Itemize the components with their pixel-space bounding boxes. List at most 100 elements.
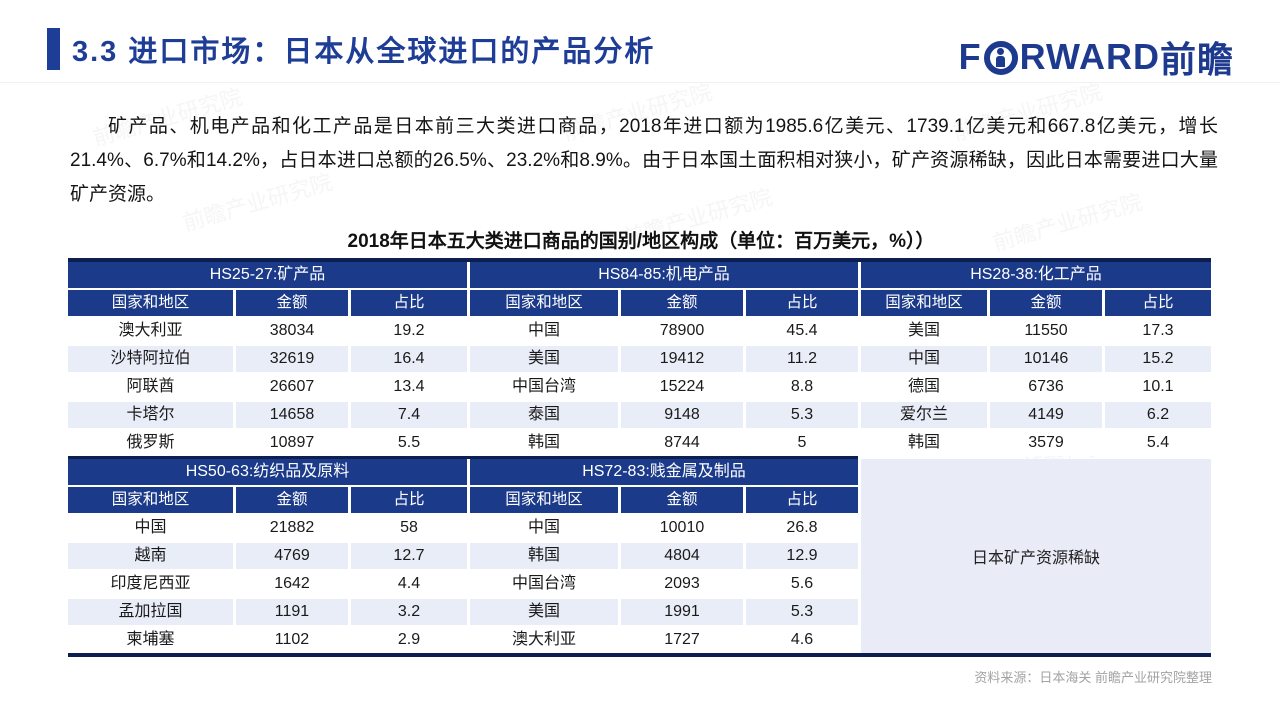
column-header: 金额	[990, 290, 1102, 316]
country-cell: 德国	[861, 374, 987, 400]
title-accent-bar	[47, 28, 60, 70]
group-header: HS28-38:化工产品	[861, 262, 1211, 288]
share-cell: 17.3	[1105, 318, 1211, 344]
logo-o-icon	[983, 41, 1018, 75]
table-title: 2018年日本五大类进口商品的国别/地区构成（单位：百万美元，%））	[347, 231, 935, 252]
group-header: HS84-85:机电产品	[470, 262, 858, 288]
group-header: HS25-27:矿产品	[68, 262, 467, 288]
country-cell: 中国	[470, 318, 618, 344]
country-cell: 越南	[68, 543, 233, 569]
table-top-section: HS25-27:矿产品 HS84-85:机电产品 HS28-38:化工产品 国家…	[68, 262, 1214, 456]
section-divider	[68, 456, 858, 459]
country-cell: 澳大利亚	[470, 627, 618, 653]
amount-cell: 2093	[621, 571, 743, 597]
share-cell: 5	[746, 430, 858, 456]
share-cell: 11.2	[746, 346, 858, 372]
amount-cell: 4769	[236, 543, 348, 569]
share-cell: 26.8	[746, 515, 858, 541]
share-cell: 19.2	[351, 318, 467, 344]
country-cell: 中国	[861, 346, 987, 372]
amount-cell: 1991	[621, 599, 743, 625]
amount-cell: 10010	[621, 515, 743, 541]
header-divider	[0, 82, 1280, 83]
column-header: 国家和地区	[470, 487, 618, 513]
share-cell: 5.6	[746, 571, 858, 597]
share-cell: 5.3	[746, 599, 858, 625]
amount-cell: 6736	[990, 374, 1102, 400]
page-header: 3.3 进口市场：日本从全球进口的产品分析	[47, 28, 655, 70]
column-header: 占比	[351, 290, 467, 316]
column-header: 国家和地区	[68, 290, 233, 316]
amount-cell: 38034	[236, 318, 348, 344]
column-header: 国家和地区	[68, 487, 233, 513]
share-cell: 8.8	[746, 374, 858, 400]
country-cell: 泰国	[470, 402, 618, 428]
share-cell: 7.4	[351, 402, 467, 428]
country-cell: 美国	[470, 599, 618, 625]
intro-paragraph: 矿产品、机电产品和化工产品是日本前三大类进口商品，2018年进口额为1985.6…	[70, 116, 1218, 205]
country-cell: 美国	[470, 346, 618, 372]
country-cell: 韩国	[861, 430, 987, 456]
country-cell: 韩国	[470, 430, 618, 456]
amount-cell: 9148	[621, 402, 743, 428]
table-bottom-border	[68, 653, 1211, 657]
logo-text-f: F	[958, 36, 982, 77]
amount-cell: 3579	[990, 430, 1102, 456]
logo-text-cn: 前瞻	[1159, 39, 1234, 80]
amount-cell: 14658	[236, 402, 348, 428]
country-cell: 澳大利亚	[68, 318, 233, 344]
amount-cell: 78900	[621, 318, 743, 344]
share-cell: 4.6	[746, 627, 858, 653]
share-cell: 5.5	[351, 430, 467, 456]
amount-cell: 26607	[236, 374, 348, 400]
share-cell: 12.7	[351, 543, 467, 569]
share-cell: 4.4	[351, 571, 467, 597]
country-cell: 中国	[470, 515, 618, 541]
country-cell: 印度尼西亚	[68, 571, 233, 597]
share-cell: 3.2	[351, 599, 467, 625]
share-cell: 45.4	[746, 318, 858, 344]
forward-logo: F RWARD 前瞻	[959, 31, 1234, 83]
table-bottom-section: 日本矿产资源稀缺 HS50-63:纺织品及原料 HS72-83:贱金属及制品 国…	[68, 459, 1214, 653]
amount-cell: 11550	[990, 318, 1102, 344]
column-header: 国家和地区	[861, 290, 987, 316]
country-cell: 孟加拉国	[68, 599, 233, 625]
column-header: 占比	[746, 487, 858, 513]
amount-cell: 10146	[990, 346, 1102, 372]
country-cell: 卡塔尔	[68, 402, 233, 428]
group-header: HS72-83:贱金属及制品	[470, 459, 858, 485]
country-cell: 中国台湾	[470, 374, 618, 400]
amount-cell: 1191	[236, 599, 348, 625]
column-header: 占比	[1105, 290, 1211, 316]
share-cell: 58	[351, 515, 467, 541]
column-header: 金额	[621, 487, 743, 513]
amount-cell: 10897	[236, 430, 348, 456]
note-cell: 日本矿产资源稀缺	[861, 459, 1211, 653]
share-cell: 5.4	[1105, 430, 1211, 456]
share-cell: 6.2	[1105, 402, 1211, 428]
amount-cell: 1642	[236, 571, 348, 597]
amount-cell: 19412	[621, 346, 743, 372]
country-cell: 沙特阿拉伯	[68, 346, 233, 372]
amount-cell: 4149	[990, 402, 1102, 428]
source-text: 资料来源：日本海关 前瞻产业研究院整理	[974, 670, 1212, 685]
column-header: 占比	[351, 487, 467, 513]
country-cell: 爱尔兰	[861, 402, 987, 428]
column-header: 占比	[746, 290, 858, 316]
amount-cell: 1727	[621, 627, 743, 653]
column-header: 金额	[236, 290, 348, 316]
amount-cell: 21882	[236, 515, 348, 541]
logo-text-rward: RWARD	[1019, 36, 1160, 77]
group-header: HS50-63:纺织品及原料	[68, 459, 467, 485]
share-cell: 15.2	[1105, 346, 1211, 372]
table-top-border	[68, 258, 1211, 262]
amount-cell: 1102	[236, 627, 348, 653]
country-cell: 中国	[68, 515, 233, 541]
share-cell: 5.3	[746, 402, 858, 428]
country-cell: 美国	[861, 318, 987, 344]
column-header: 金额	[236, 487, 348, 513]
column-header: 国家和地区	[470, 290, 618, 316]
amount-cell: 4804	[621, 543, 743, 569]
import-table: HS25-27:矿产品 HS84-85:机电产品 HS28-38:化工产品 国家…	[68, 258, 1214, 657]
share-cell: 2.9	[351, 627, 467, 653]
